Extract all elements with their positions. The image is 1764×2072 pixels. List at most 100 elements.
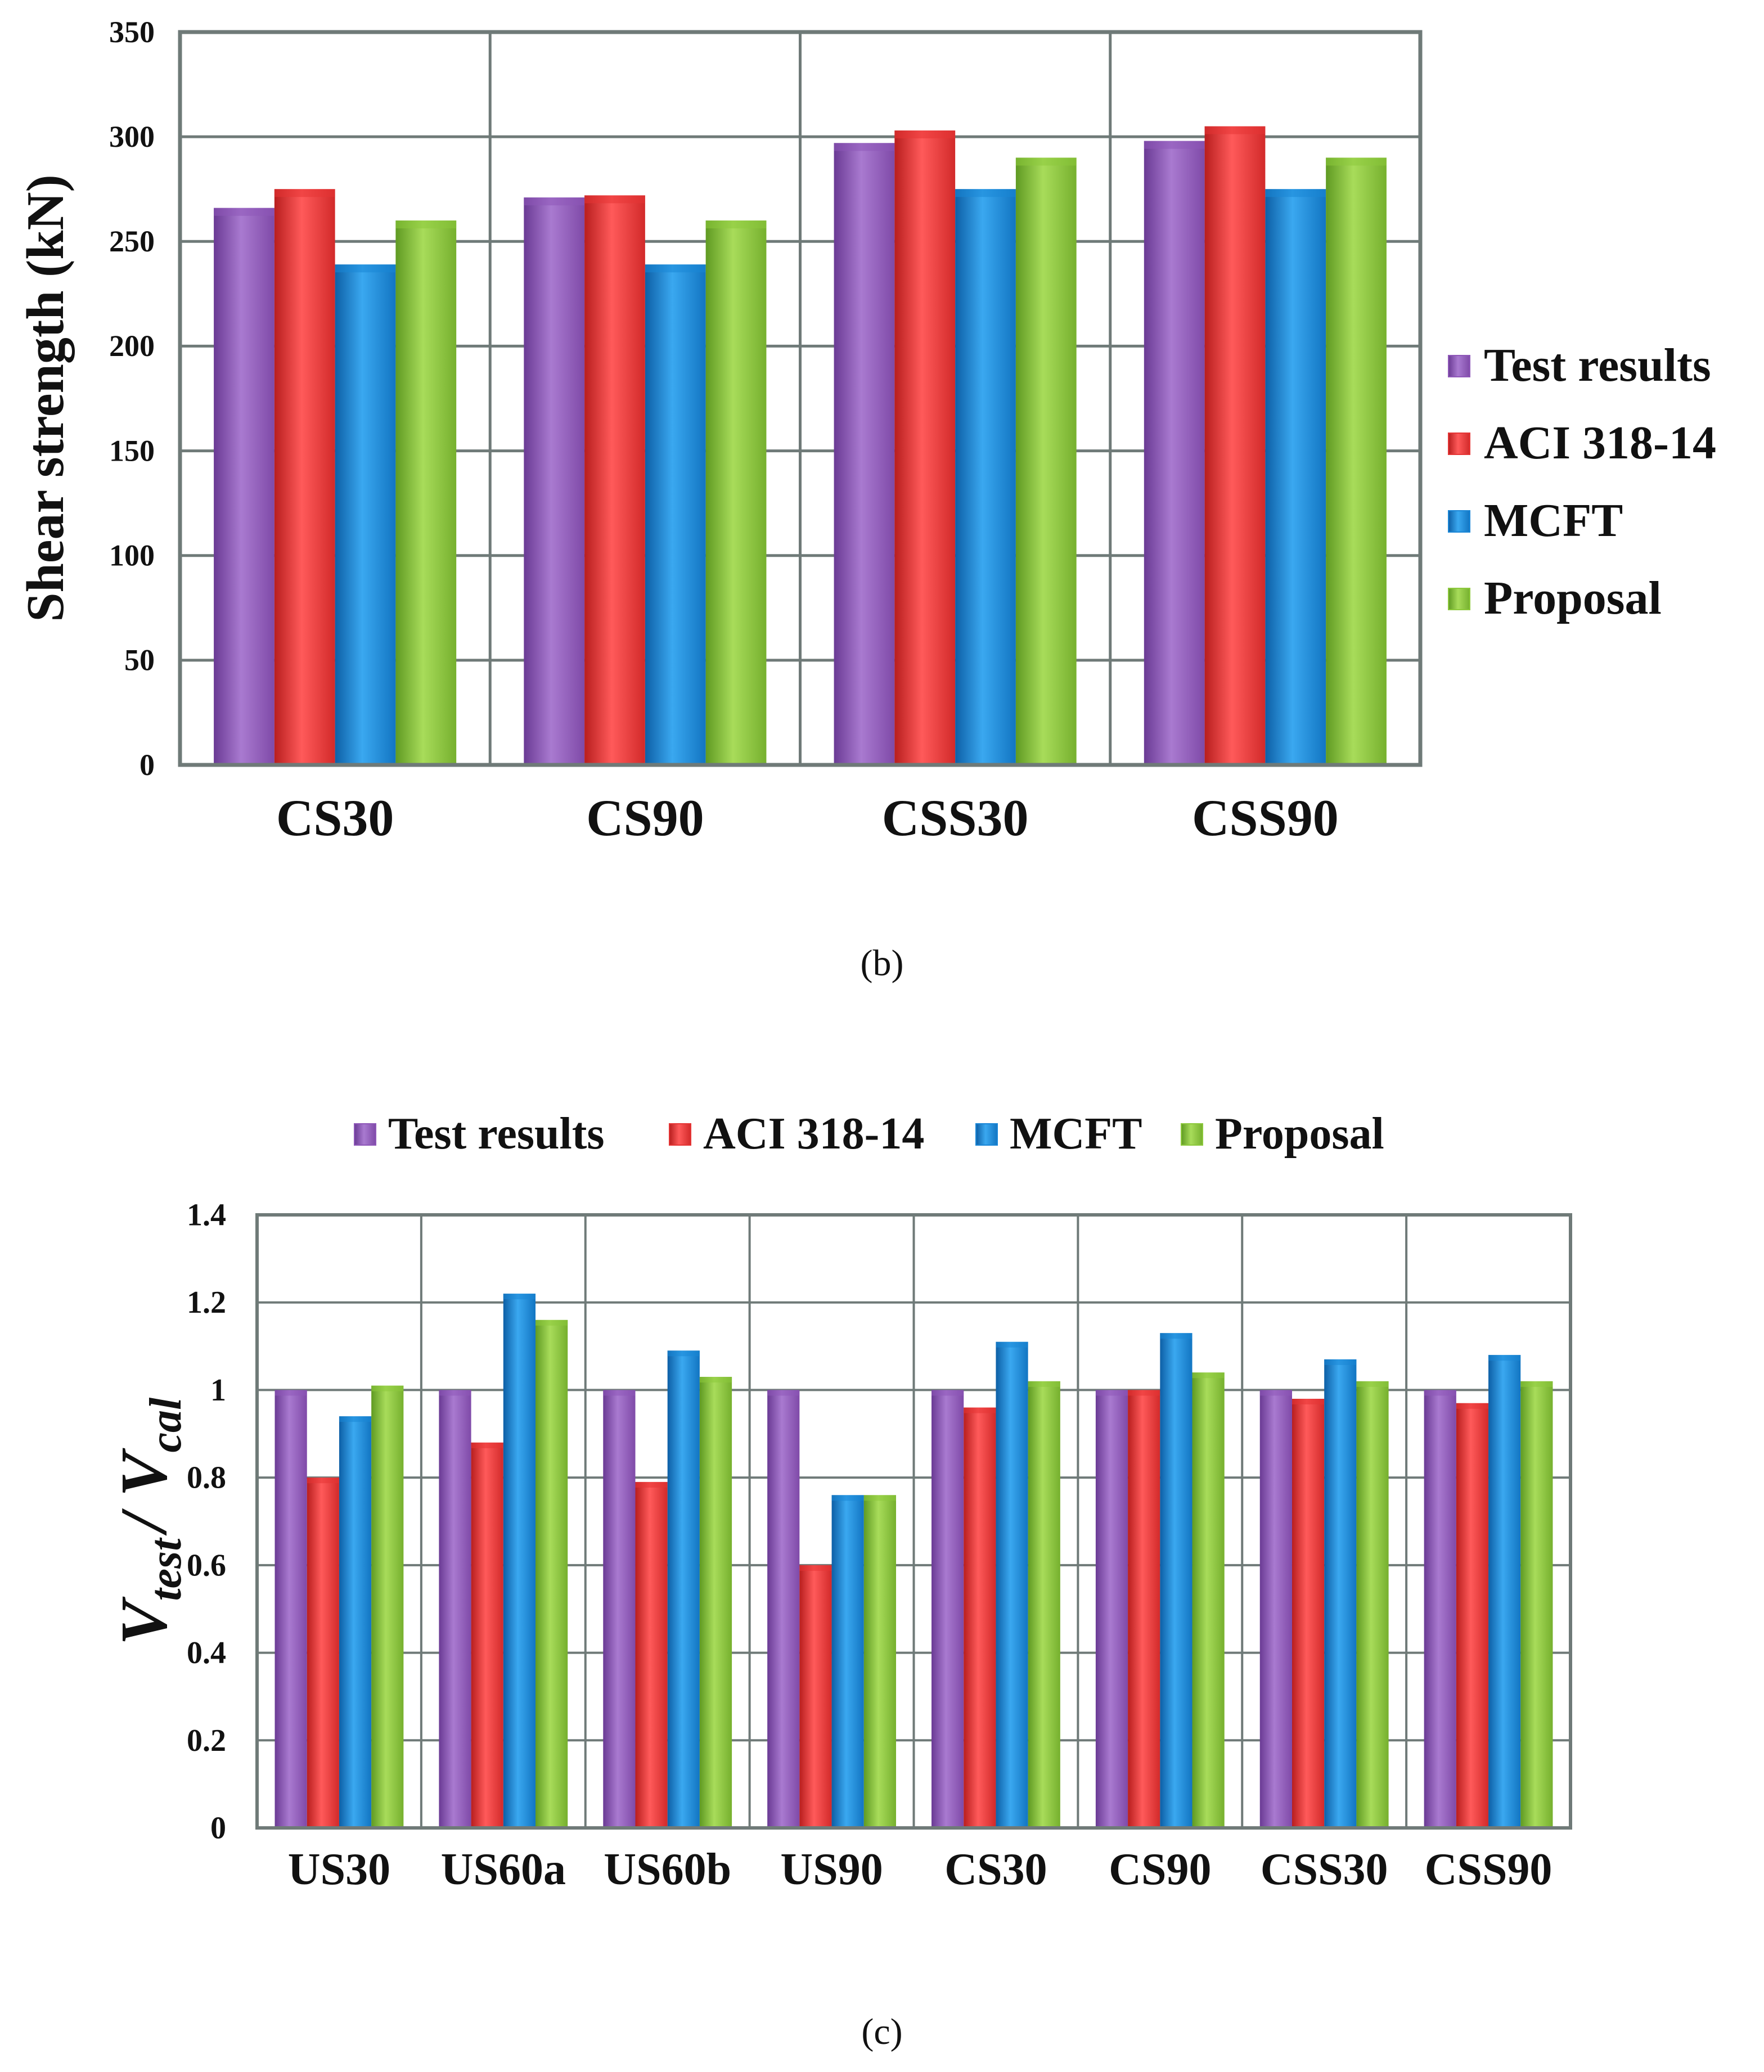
panel-b-legend: Test results ACI 318-14 MCFT Proposal [1448, 339, 1716, 624]
c-bar-cap-us90-proposal [863, 1495, 896, 1501]
b-legend-label-aci-318-14: ACI 318-14 [1484, 417, 1716, 469]
c-bar-css30-proposal [1356, 1381, 1389, 1828]
b-bar-cs90-mcft [645, 264, 706, 765]
c-bar-cap-cs30-mcft [996, 1341, 1028, 1348]
c-bar-cap-us60a-proposal [536, 1319, 568, 1326]
c-legend-swatch-proposal [1181, 1123, 1203, 1146]
c-x-tick-cs30: CS30 [944, 1845, 1047, 1894]
b-legend-swatch-proposal [1448, 588, 1470, 610]
c-bar-cap-css90-mcft [1488, 1355, 1521, 1361]
c-bar-us60b-proposal [699, 1377, 732, 1828]
c-bar-css90-test-results [1424, 1390, 1456, 1828]
b-bar-cap-cs90-test-results [524, 197, 585, 206]
panel-c-y-axis-label: Vtest/ Vcal [107, 1397, 191, 1645]
y-label-sub-test: test [141, 1537, 191, 1601]
c-x-tick-us60a: US60a [441, 1845, 566, 1894]
c-bar-cap-us30-test-results [274, 1390, 307, 1396]
b-y-tick-200: 200 [109, 329, 155, 363]
panel-b-chart: 0 50 100 150 200 250 300 350 CS30 CS90 CSS30 CSS90… [16, 15, 1716, 984]
c-bar-cap-us60a-mcft [503, 1294, 536, 1300]
b-bar-cap-cs30-proposal [395, 220, 457, 229]
y-label-sub-cal: cal [141, 1397, 191, 1453]
c-bar-us60a-test-results [439, 1390, 471, 1828]
c-bar-cap-cs90-aci-318-14 [1128, 1390, 1160, 1396]
c-legend-label-test-results: Test results [388, 1109, 605, 1159]
c-bar-cap-cs30-aci-318-14 [964, 1407, 996, 1413]
c-x-tick-us90: US90 [780, 1845, 883, 1894]
c-legend-swatch-test-results [354, 1123, 376, 1146]
b-bar-cs90-proposal [705, 220, 767, 765]
c-y-tick-0: 0 [210, 1810, 226, 1845]
c-bar-cap-css30-proposal [1356, 1381, 1389, 1387]
c-bar-cap-us30-mcft [339, 1416, 372, 1422]
b-legend-swatch-mcft [1448, 510, 1470, 533]
b-y-tick-100: 100 [109, 539, 155, 573]
c-bar-cs30-test-results [932, 1390, 964, 1828]
panel-b-y-axis-label: Shear strength (kN) [16, 174, 75, 622]
panel-c-chart: Test results ACI 318-14 MCFT Proposal 00.20… [107, 1109, 1572, 2052]
c-x-tick-cs90: CS90 [1109, 1845, 1211, 1894]
c-bar-cap-css30-aci-318-14 [1292, 1399, 1325, 1404]
b-legend-label-proposal: Proposal [1484, 572, 1662, 624]
c-bar-cap-us30-aci-318-14 [307, 1478, 339, 1484]
c-x-tick-us30: US30 [288, 1845, 390, 1894]
c-bar-us30-aci-318-14 [307, 1478, 339, 1828]
c-bar-us90-aci-318-14 [799, 1565, 832, 1828]
c-bar-cap-us60b-test-results [603, 1390, 636, 1396]
panel-b-caption: (b) [861, 943, 904, 984]
c-bar-css90-aci-318-14 [1456, 1403, 1489, 1828]
b-bar-cap-css30-mcft [955, 189, 1016, 197]
c-bar-cap-us90-mcft [831, 1495, 864, 1501]
c-legend-swatch-aci-318-14 [669, 1123, 691, 1146]
c-bar-us60b-mcft [667, 1350, 700, 1828]
c-bar-cap-us30-proposal [371, 1385, 404, 1391]
c-bar-cap-css90-test-results [1424, 1390, 1456, 1396]
panel-b-bars [214, 126, 1387, 765]
c-bar-cs90-mcft [1160, 1333, 1192, 1828]
c-bar-cap-us90-aci-318-14 [799, 1565, 832, 1571]
panel-c-x-tick-labels: US30 US60a US60b US90 CS30 CS90 CSS30 CSS90 [288, 1845, 1552, 1894]
b-y-tick-150: 150 [109, 434, 155, 467]
c-y-tick-0-6: 0.6 [187, 1548, 226, 1583]
c-bar-cap-cs30-test-results [932, 1390, 964, 1396]
c-legend-label-mcft: MCFT [1010, 1109, 1142, 1159]
c-bar-us60a-aci-318-14 [471, 1442, 503, 1828]
c-y-tick-1: 1 [210, 1373, 226, 1408]
c-bar-us60b-test-results [603, 1390, 636, 1828]
b-bar-cap-css30-test-results [834, 143, 895, 151]
b-bar-cs30-proposal [395, 220, 457, 765]
b-legend-swatch-aci-318-14 [1448, 433, 1470, 455]
c-bar-cap-us60b-proposal [699, 1377, 732, 1383]
c-bar-css90-mcft [1488, 1355, 1521, 1828]
b-bar-css30-test-results [834, 143, 895, 765]
c-legend-swatch-mcft [975, 1123, 998, 1146]
b-x-tick-css30: CSS30 [882, 789, 1029, 846]
b-bar-cap-cs90-proposal [705, 220, 767, 229]
c-bar-us60a-proposal [536, 1319, 568, 1828]
b-bar-cap-cs30-mcft [335, 264, 396, 273]
c-bar-cap-cs30-proposal [1028, 1381, 1060, 1387]
b-bar-cap-css90-proposal [1326, 157, 1387, 166]
c-bar-cap-css30-test-results [1259, 1390, 1292, 1396]
panel-c-legend: Test results ACI 318-14 MCFT Proposal [354, 1109, 1384, 1159]
b-bar-cs90-aci-318-14 [584, 195, 645, 765]
c-bar-cs30-proposal [1028, 1381, 1060, 1828]
c-x-tick-css90: CSS90 [1425, 1845, 1552, 1894]
c-y-tick-0-4: 0.4 [187, 1636, 226, 1670]
c-bar-css30-mcft [1324, 1359, 1357, 1828]
b-y-tick-0: 0 [140, 748, 155, 782]
y-label-v-test: V [107, 1596, 181, 1645]
b-bar-cap-cs30-aci-318-14 [274, 189, 335, 197]
panel-b-plot-frame [178, 30, 1423, 767]
b-bar-cs30-mcft [335, 264, 396, 765]
b-x-tick-css90: CSS90 [1192, 789, 1339, 846]
c-legend-label-aci-318-14: ACI 318-14 [703, 1109, 924, 1159]
c-x-tick-css30: CSS30 [1261, 1845, 1388, 1894]
b-bar-cap-cs90-aci-318-14 [584, 195, 645, 204]
c-bar-cap-us60a-test-results [439, 1390, 471, 1396]
b-y-tick-300: 300 [109, 120, 155, 154]
b-bar-cap-cs30-test-results [214, 208, 274, 216]
c-bar-us30-proposal [371, 1385, 404, 1828]
c-bar-us60b-aci-318-14 [635, 1481, 668, 1828]
